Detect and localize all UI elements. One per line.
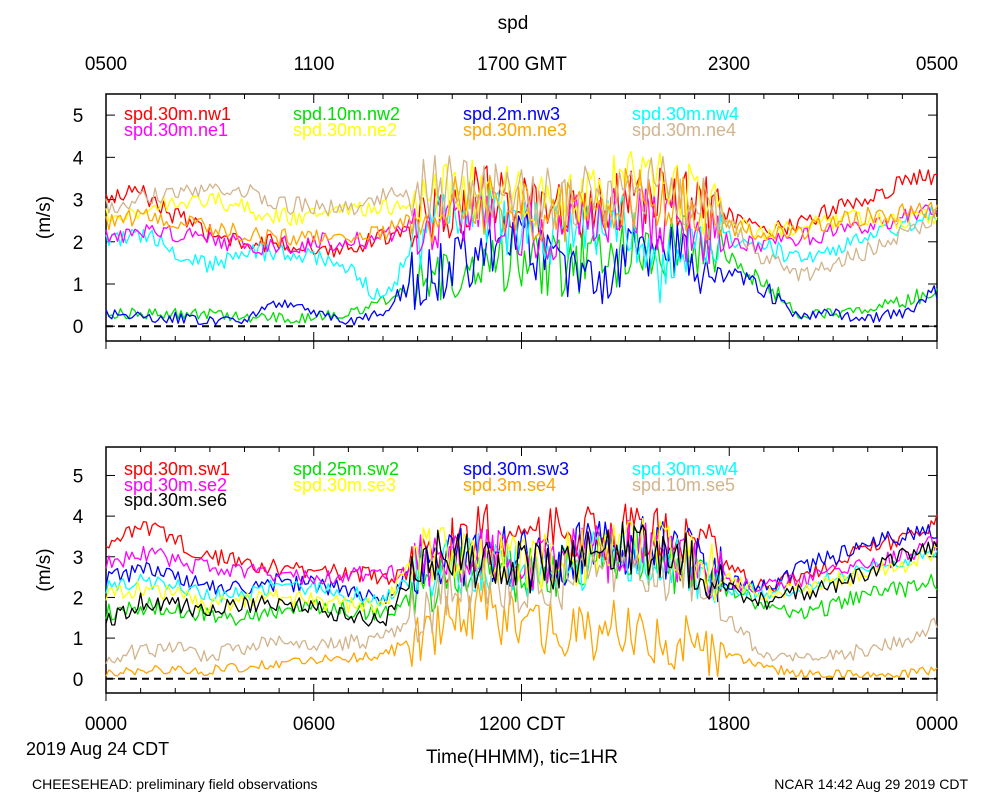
- y-tick-label: 3: [73, 548, 84, 569]
- legend-entry: spd.30m.se3: [293, 475, 396, 495]
- bottom-axis-labels: 0000 0600 1200 CDT 1800 0000: [85, 714, 958, 735]
- series-line-spd-30m-sw3: [105, 515, 938, 605]
- y-tick-label: 1: [73, 275, 84, 296]
- series-line-spd-30m-se3: [105, 518, 938, 614]
- bottom-axis-label: 0000: [85, 714, 127, 735]
- y-tick-label: 5: [73, 106, 84, 127]
- top-axis-label: 0500: [916, 54, 958, 75]
- top-axis-label: 0500: [85, 54, 127, 75]
- legend-entry: spd.30m.se2: [124, 475, 227, 495]
- y-axis-title: (m/s): [34, 196, 55, 239]
- legend-entry: spd.10m.se5: [632, 475, 735, 495]
- legend-entry: spd.30m.sw4: [632, 459, 738, 479]
- top-axis-label: 2300: [708, 54, 750, 75]
- series-line-spd-25m-sw2: [105, 527, 938, 626]
- y-tick-label: 4: [73, 507, 84, 528]
- legend-entry: spd.30m.sw3: [463, 459, 569, 479]
- bottom-axis-label: 1200 CDT: [479, 714, 566, 735]
- series-line-spd-30m-se6: [105, 521, 938, 627]
- legend-entry: spd.30m.ne3: [463, 120, 567, 140]
- legend-entry: spd.25m.sw2: [293, 459, 399, 479]
- y-tick-label: 2: [73, 233, 84, 254]
- legend-entry: spd.2m.nw3: [463, 104, 560, 124]
- legend-entry: spd.30m.se6: [124, 490, 227, 510]
- series-line-spd-30m-nw4: [105, 179, 938, 304]
- legend-entry: spd.30m.nw1: [124, 104, 231, 124]
- legend-entry: spd.10m.nw2: [293, 104, 400, 124]
- y-tick-label: 5: [73, 466, 84, 487]
- legend-entry: spd.30m.ne2: [293, 120, 397, 140]
- y-tick-label: 2: [73, 588, 84, 609]
- bottom-axis-label: 1800: [708, 714, 750, 735]
- bottom-axis-label: 0000: [916, 714, 958, 735]
- figure-title: spd: [498, 13, 529, 34]
- y-tick-label: 4: [73, 148, 84, 169]
- legend-entry: spd.30m.ne1: [124, 120, 228, 140]
- series-line-spd-30m-ne4: [105, 154, 938, 282]
- top-axis-label: 1100: [294, 54, 335, 75]
- y-axis-title: (m/s): [34, 548, 55, 591]
- legend-entry: spd.30m.sw1: [124, 459, 230, 479]
- series-line-spd-30m-ne3: [105, 167, 938, 248]
- legend-entry: spd.30m.nw4: [632, 104, 739, 124]
- footer-left: CHEESEHEAD: preliminary field observatio…: [32, 776, 318, 792]
- legend-entry: spd.30m.ne4: [632, 120, 736, 140]
- date-label: 2019 Aug 24 CDT: [26, 739, 169, 759]
- series-line-spd-2m-nw3: [105, 210, 938, 326]
- series-line-spd-3m-se4: [105, 580, 938, 679]
- series-line-spd-10m-se5: [105, 543, 938, 664]
- y-tick-label: 3: [73, 191, 84, 212]
- footer-right: NCAR 14:42 Aug 29 2019 CDT: [774, 776, 968, 792]
- top-axis-labels: 0500 1100 1700 GMT 2300 0500: [85, 54, 958, 75]
- bottom-axis-label: 0600: [293, 714, 335, 735]
- series-line-spd-30m-ne2: [105, 150, 938, 242]
- x-axis-title: Time(HHMM), tic=1HR: [426, 747, 618, 768]
- legend-entry: spd.3m.se4: [463, 475, 556, 495]
- top-axis-label: 1700 GMT: [477, 54, 567, 75]
- series-line-spd-10m-nw2: [105, 215, 938, 324]
- series-line-spd-30m-se2: [105, 519, 938, 600]
- series-line-spd-30m-ne1: [105, 179, 938, 265]
- y-tick-label: 0: [73, 670, 84, 691]
- top-panel: 0 1 2 3 4 5 (m/s) spd.30m.nw1 spd.10m.nw2 spd.2m.…: [34, 93, 938, 349]
- y-tick-label: 1: [73, 629, 84, 650]
- y-tick-label: 0: [73, 317, 84, 338]
